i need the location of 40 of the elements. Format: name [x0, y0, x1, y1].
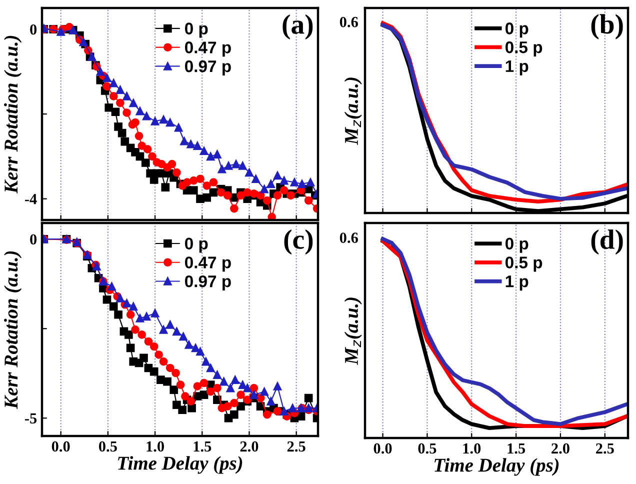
- x-tick-label: 0.0: [52, 441, 70, 452]
- x-tick-label: 1.0: [146, 441, 164, 452]
- text: 0.6: [340, 232, 358, 244]
- x-axis-title: Time Delay (ps): [434, 458, 559, 476]
- legend-label: 0.5 p: [505, 256, 542, 272]
- legend-label: 1 p: [506, 276, 528, 291]
- legend-label: 0.97 p: [185, 60, 231, 76]
- x-tick-label: 1.5: [194, 441, 212, 452]
- y-tick-label: -4: [24, 194, 37, 204]
- legend-label: 1 p: [506, 60, 528, 76]
- x-tick-label: 1.0: [463, 443, 481, 454]
- x-tick-label: 2.0: [552, 443, 570, 454]
- annotation: (a): [282, 14, 313, 40]
- legend-label: 0.5 p: [505, 41, 542, 57]
- annotation: (d): [591, 229, 623, 255]
- annotation: (b): [591, 14, 623, 40]
- text: 0.6: [340, 16, 358, 28]
- x-axis-title: Time Delay (ps): [118, 456, 242, 474]
- y-axis-title: Kerr Rotation (a.u.): [4, 251, 22, 410]
- legend-label: 0 p: [505, 22, 528, 38]
- legend-label: 0 p: [185, 238, 208, 253]
- x-tick-label: 0.5: [98, 441, 117, 452]
- x-tick-label: 1.5: [508, 443, 526, 454]
- y-axis-title: M$_{z}$(a.u.): [344, 298, 362, 365]
- legend-label: 0 p: [505, 238, 528, 253]
- x-tick-label: 2.0: [240, 441, 258, 452]
- x-tick-label: 0.0: [374, 443, 392, 454]
- legend-label: 0.47 p: [185, 42, 231, 57]
- y-tick-label: 0: [30, 24, 37, 35]
- legend-label: 0.97 p: [185, 275, 231, 291]
- annotation: (c): [284, 229, 313, 255]
- legend-label: 0 p: [185, 22, 208, 38]
- x-tick-label: 0.5: [418, 443, 436, 454]
- legend-label: 0.47 p: [185, 256, 231, 272]
- x-tick-label: 2.5: [287, 441, 306, 452]
- x-tick-label: 2.5: [596, 443, 614, 454]
- y-axis-title: M$_{z}$(a.u.): [344, 78, 362, 145]
- y-tick-label: -5: [24, 413, 37, 424]
- y-axis-title: Kerr Rotation (a.u.): [4, 36, 22, 194]
- y-tick-label: 0: [30, 234, 37, 245]
